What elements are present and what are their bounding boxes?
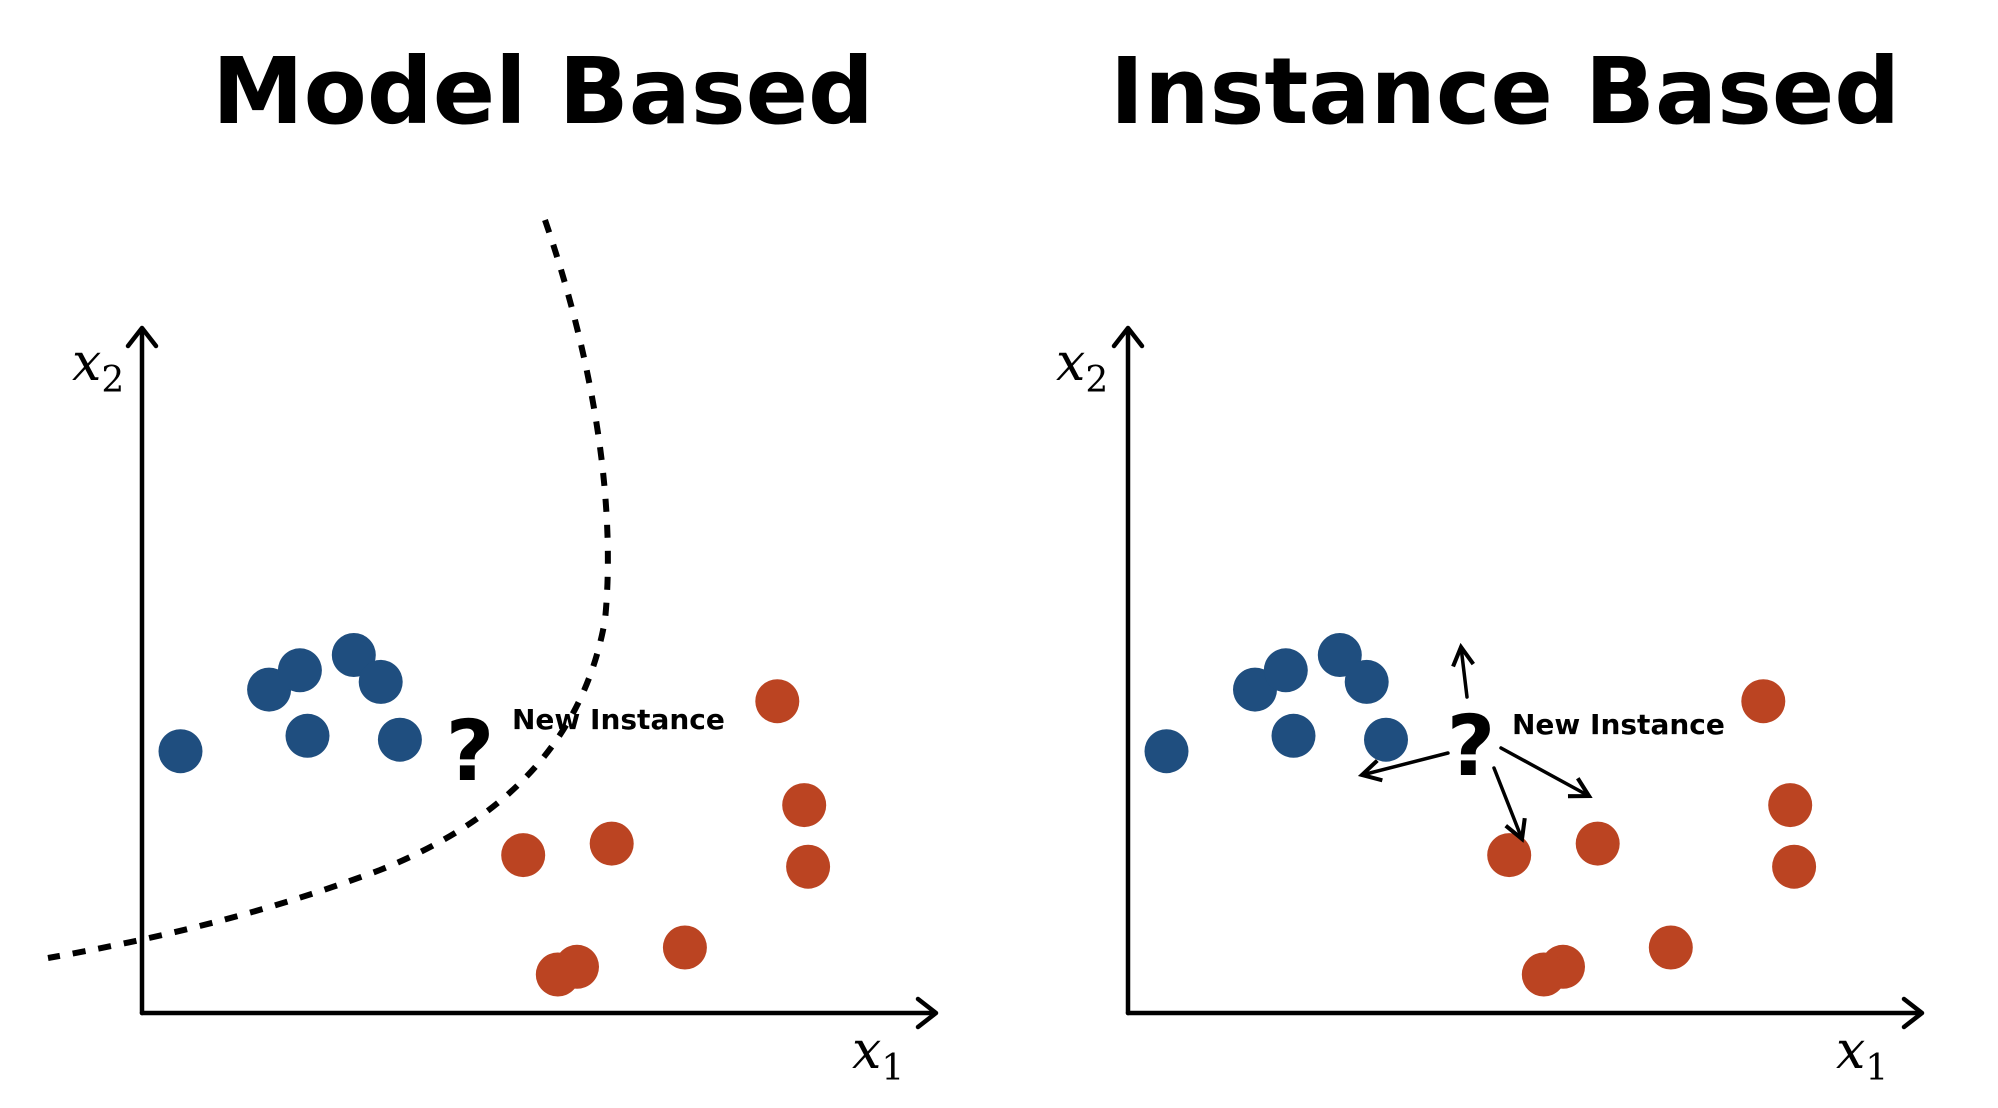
right-points [1144,633,1817,997]
left-x-axis-label: x1 [852,1021,904,1089]
left-class-a-point-1 [158,729,203,774]
arrow-to-neighbor-right [1499,746,1589,796]
right-y-axis-label: x2 [1056,333,1108,401]
right-x-axis-label: x1 [1836,1021,1888,1089]
left-class-b-point-4 [662,925,707,970]
arrow-to-neighbor-up [1461,647,1467,699]
decision-boundary [47,219,611,961]
right-class-b-point-8 [1772,844,1817,889]
right-class-a-point-4 [1271,713,1316,758]
left-class-a-point-3 [277,648,322,693]
left-points [158,633,831,997]
new-instance-label: New Instance [1512,708,1725,741]
right-class-b-point-3 [1575,821,1620,866]
instance-based-panel: x2 x1 ? New Instance [1056,325,1925,1089]
right-class-b-point-5 [1521,952,1566,997]
right-y-axis [1111,325,1145,1016]
right-x-axis [1125,996,1925,1030]
right-class-a-point-3 [1263,648,1308,693]
left-class-a-point-4 [285,713,330,758]
left-y-axis-label: x2 [72,333,124,401]
left-class-a-point-6 [331,633,376,677]
arrow-to-neighbor-left [1362,751,1450,775]
right-class-a-point-5 [1364,717,1408,762]
left-x-axis [139,996,939,1030]
left-class-b-point-8 [786,844,831,889]
instance-based-title: Instance Based [1109,38,1901,145]
right-class-b-point-1 [1487,833,1532,878]
left-y-axis [125,325,159,1016]
left-class-a-point-7 [358,659,403,704]
left-class-b-point-7 [782,783,827,828]
left-class-b-point-5 [535,952,580,997]
neighbor-arrows [1362,647,1589,839]
right-class-a-point-6 [1317,633,1362,677]
right-class-b-point-4 [1648,925,1693,970]
left-class-a-point-5 [377,717,422,762]
left-class-b-point-1 [501,833,546,878]
arrow-to-neighbor-down [1492,766,1522,839]
new-instance-mark: ? [1447,697,1496,795]
new-instance-label: New Instance [512,703,725,736]
right-class-a-point-1 [1144,729,1189,774]
model-based-title: Model Based [212,38,874,145]
right-class-a-point-7 [1344,659,1389,704]
left-class-b-point-6 [755,679,800,724]
right-class-b-point-6 [1741,679,1786,724]
right-class-b-point-7 [1768,783,1813,828]
left-class-b-point-3 [589,821,634,866]
new-instance-mark: ? [446,702,495,800]
model-based-panel: x2 x1 ? New Instance [47,219,939,1089]
